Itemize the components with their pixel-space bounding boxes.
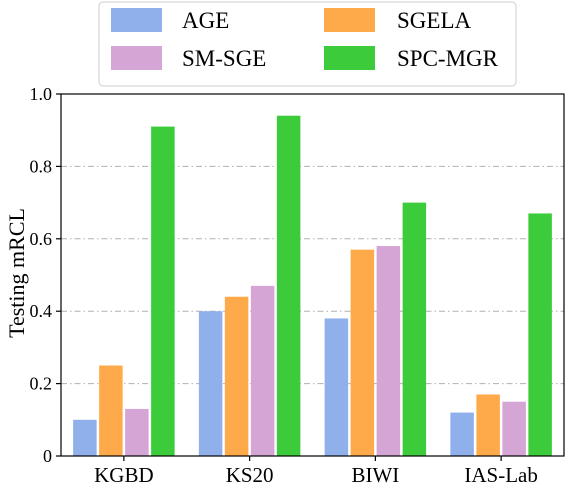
y-axis-ticks: 0 0.2 0.4 0.6 0.8 1.0 (30, 84, 61, 466)
x-tick-label: IAS-Lab (464, 463, 537, 487)
bar-spc-mgr-ks20 (276, 115, 301, 456)
grid-lines (61, 165, 564, 385)
bar-sgela-kgbd (99, 365, 123, 456)
bar-age-kgbd (73, 419, 97, 456)
bar-sm-sge-biwi (376, 246, 401, 456)
legend-label-age: AGE (182, 8, 229, 33)
legend: AGE SGELA SM-SGE SPC-MGR (98, 1, 517, 87)
bar-sm-sge-kgbd (125, 408, 149, 456)
axes-frame (60, 93, 565, 457)
legend-swatch-age (111, 8, 162, 32)
bar-sgela-ks20 (224, 296, 249, 456)
y-axis-label: Testing mRCL (4, 208, 29, 338)
legend-label-sgela: SGELA (397, 8, 472, 33)
y-tick-label: 0.6 (30, 229, 53, 249)
bars (73, 115, 552, 456)
y-tick-label: 0 (43, 446, 52, 466)
bar-sgela-ias-lab (476, 394, 500, 456)
legend-swatch-sgela (324, 8, 375, 32)
bar-spc-mgr-biwi (402, 202, 427, 456)
bar-age-biwi (324, 318, 349, 456)
legend-swatch-sm-sge (111, 46, 162, 70)
bar-sgela-biwi (350, 249, 375, 456)
bar-age-ias-lab (450, 412, 474, 456)
y-tick-label: 1.0 (30, 84, 53, 104)
legend-swatch-spc-mgr (324, 46, 375, 70)
bar-spc-mgr-ias-lab (528, 213, 552, 456)
x-tick-label: BIWI (351, 463, 399, 487)
legend-label-sm-sge: SM-SGE (182, 46, 266, 71)
bar-age-ks20 (198, 311, 223, 456)
bar-sm-sge-ias-lab (502, 401, 526, 456)
x-tick-label: KS20 (226, 463, 274, 487)
x-tick-label: KGBD (94, 463, 154, 487)
x-axis-ticks: KGBD KS20 BIWI IAS-Lab (94, 456, 538, 487)
y-tick-label: 0.2 (30, 374, 53, 394)
legend-label-spc-mgr: SPC-MGR (397, 46, 499, 71)
legend-box (98, 1, 517, 87)
y-tick-label: 0.8 (30, 156, 53, 176)
y-tick-label: 0.4 (30, 301, 53, 321)
bar-sm-sge-ks20 (250, 285, 275, 456)
bar-spc-mgr-kgbd (151, 126, 175, 456)
